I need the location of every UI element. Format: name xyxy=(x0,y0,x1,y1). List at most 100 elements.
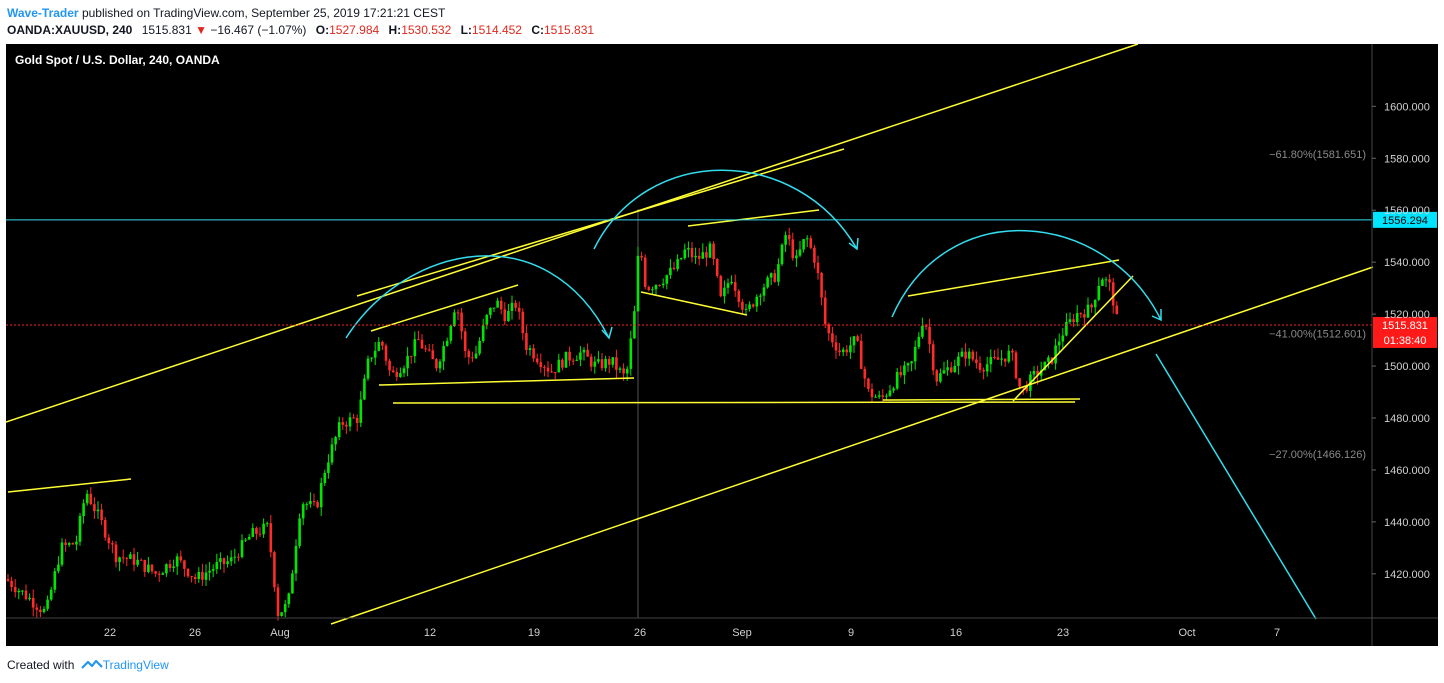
candle-down xyxy=(503,309,507,322)
arc-drawing[interactable] xyxy=(891,229,1162,321)
trendline[interactable] xyxy=(330,266,1374,625)
candle-down xyxy=(935,370,939,382)
fib-level-label: −41.00%(1512.601) xyxy=(1269,328,1366,340)
candle-up xyxy=(75,541,78,545)
candle-up xyxy=(910,361,913,364)
tradingview-link[interactable]: TradingView xyxy=(102,658,169,672)
candle-down xyxy=(838,350,841,353)
x-tick-label: 19 xyxy=(528,627,540,639)
trendline[interactable] xyxy=(640,291,748,316)
candle-down xyxy=(143,559,147,573)
candle-down xyxy=(1115,305,1119,315)
candle-down xyxy=(1018,378,1021,387)
trendline[interactable] xyxy=(907,259,1120,297)
candle-down xyxy=(435,359,438,369)
candle-down xyxy=(672,267,676,270)
candle-down xyxy=(10,580,13,588)
candle-down xyxy=(820,272,823,298)
candle-down xyxy=(460,312,463,332)
candle-down xyxy=(132,554,136,565)
candle-up xyxy=(841,349,845,353)
candle-up xyxy=(708,243,712,258)
x-tick-label: 26 xyxy=(189,627,201,639)
candle-up xyxy=(805,238,809,240)
candle-up xyxy=(507,310,510,322)
candlestick-series xyxy=(6,227,1119,621)
candle-down xyxy=(741,301,744,310)
trendline[interactable] xyxy=(687,209,820,227)
projection-line[interactable] xyxy=(1155,353,1317,620)
x-tick-label: Sep xyxy=(732,627,752,639)
candle-down xyxy=(791,239,795,259)
candle-up xyxy=(247,536,251,540)
candle-up xyxy=(496,300,499,308)
candle-up xyxy=(319,483,323,508)
candle-up xyxy=(766,277,769,288)
candle-up xyxy=(1032,370,1036,375)
arc-drawing[interactable] xyxy=(345,255,610,339)
candle-down xyxy=(420,339,424,349)
trendline[interactable] xyxy=(6,44,1139,423)
candle-up xyxy=(442,345,445,362)
candle-down xyxy=(13,587,17,593)
candle-down xyxy=(1011,350,1014,353)
tradingview-logo-icon[interactable] xyxy=(80,657,103,675)
candle-up xyxy=(510,302,514,311)
trendline[interactable] xyxy=(1012,275,1134,402)
candle-up xyxy=(283,604,287,613)
candle-up xyxy=(327,462,330,473)
trendline[interactable] xyxy=(7,478,132,493)
x-tick-label: Oct xyxy=(1178,627,1195,639)
candle-up xyxy=(579,352,582,360)
candle-up xyxy=(165,564,168,574)
candle-up xyxy=(28,597,31,600)
candle-down xyxy=(982,369,985,372)
trendline[interactable] xyxy=(356,148,845,297)
candle-up xyxy=(197,571,201,579)
arc-drawing[interactable] xyxy=(593,169,858,250)
candle-down xyxy=(316,502,319,508)
candle-down xyxy=(1111,282,1115,306)
candle-up xyxy=(453,312,456,327)
candle-up xyxy=(723,287,726,297)
candle-up xyxy=(438,361,442,369)
trendline[interactable] xyxy=(378,377,635,386)
candle-down xyxy=(1108,279,1111,283)
candle-up xyxy=(136,559,139,565)
candle-down xyxy=(867,378,870,389)
candle-down xyxy=(931,344,935,371)
candle-down xyxy=(719,275,723,297)
candle-down xyxy=(1079,313,1083,315)
candle-up xyxy=(903,365,906,376)
author-link[interactable]: Wave-Trader xyxy=(7,6,79,20)
candle-down xyxy=(856,336,859,341)
candle-up xyxy=(759,295,762,297)
candle-up xyxy=(967,351,971,359)
trendline[interactable] xyxy=(882,398,1081,401)
candle-up xyxy=(262,523,265,535)
chart-canvas[interactable]: −61.80%(1581.651) −41.00%(1512.601) −27.00… xyxy=(6,44,1438,646)
candle-down xyxy=(568,351,571,361)
candle-down xyxy=(417,339,420,341)
candle-up xyxy=(147,564,150,573)
candle-up xyxy=(874,396,877,398)
last-price-label: 1515.831 xyxy=(1382,320,1428,332)
price-change: −16.467 (−1.07%) xyxy=(210,23,307,37)
candle-down xyxy=(532,348,535,359)
y-tick-label: 1520.000 xyxy=(1384,309,1430,321)
candle-up xyxy=(53,571,57,590)
candle-up xyxy=(287,593,291,605)
candle-down xyxy=(615,357,618,370)
trendline[interactable] xyxy=(370,284,519,332)
candle-down xyxy=(1072,319,1075,323)
candle-up xyxy=(280,612,283,617)
trendline[interactable] xyxy=(392,401,1076,404)
candle-down xyxy=(600,359,604,369)
candle-up xyxy=(265,523,269,525)
candle-up xyxy=(1065,321,1068,336)
candle-down xyxy=(816,262,820,273)
price-chart[interactable]: −61.80%(1581.651) −41.00%(1512.601) −27.00… xyxy=(6,44,1438,646)
candle-up xyxy=(629,338,633,369)
candle-up xyxy=(204,572,208,580)
candle-up xyxy=(888,390,892,396)
